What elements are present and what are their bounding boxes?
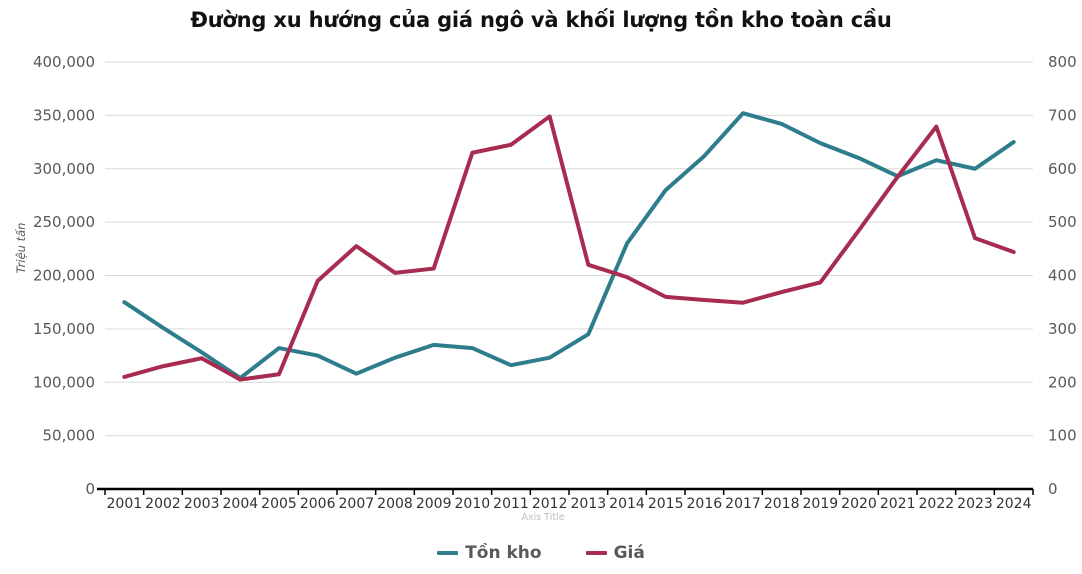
x-axis-title: Axis Title [521, 512, 564, 523]
x-tick-label: 2005 [261, 496, 297, 512]
y-left-tick-label: 50,000 [43, 427, 96, 445]
x-tick-label: 2020 [841, 496, 877, 512]
x-tick-label: 2023 [957, 496, 993, 512]
legend-label-ton-kho: Tồn kho [465, 543, 542, 563]
x-tick-label: 2009 [416, 496, 452, 512]
legend-label-gia: Giá [613, 543, 645, 563]
x-tick-label: 2007 [339, 496, 375, 512]
x-tick-label: 2019 [803, 496, 839, 512]
x-tick-label: 2011 [493, 496, 529, 512]
x-tick-label: 2021 [880, 496, 916, 512]
x-tick-label: 2017 [725, 496, 761, 512]
y-right-tick-label: 600 [1048, 160, 1077, 178]
chart-legend: Tồn kho Giá [0, 543, 1082, 563]
y-left-tick-label: 400,000 [33, 53, 95, 71]
y-right-tick-label: 800 [1048, 53, 1077, 71]
y-right-tick-label: 100 [1048, 427, 1077, 445]
legend-swatch-ton-kho [437, 551, 459, 555]
y-left-tick-label: 200,000 [33, 267, 95, 285]
y-left-tick-label: 0 [85, 480, 95, 498]
x-tick-label: 2016 [687, 496, 723, 512]
y-right-tick-label: 500 [1048, 213, 1077, 231]
y-left-axis-title: Triệu tấn [14, 223, 28, 274]
x-tick-label: 2006 [300, 496, 336, 512]
series-line-giá [122, 114, 1016, 382]
chart-title: Đường xu hướng của giá ngô và khối lượng… [190, 8, 892, 32]
legend-item-gia[interactable]: Giá [585, 543, 645, 563]
x-tick-label: 2024 [996, 496, 1032, 512]
y-right-tick-label: 400 [1048, 267, 1077, 285]
x-tick-label: 2013 [571, 496, 607, 512]
x-tick-label: 2014 [609, 496, 645, 512]
legend-swatch-gia [585, 551, 607, 555]
y-left-tick-label: 300,000 [33, 160, 95, 178]
y-right-tick-label: 200 [1048, 373, 1077, 391]
x-tick-label: 2018 [764, 496, 800, 512]
y-left-tick-label: 250,000 [33, 213, 95, 231]
x-tick-label: 2022 [919, 496, 955, 512]
x-tick-label: 2002 [145, 496, 181, 512]
x-tick-label: 2008 [377, 496, 413, 512]
y-left-tick-label: 100,000 [33, 373, 95, 391]
y-left-tick-label: 150,000 [33, 320, 95, 338]
x-tick-label: 2012 [532, 496, 568, 512]
series-line-tồn-kho [122, 111, 1016, 380]
y-right-tick-label: 300 [1048, 320, 1077, 338]
x-tick-label: 2004 [223, 496, 259, 512]
x-tick-label: 2015 [648, 496, 684, 512]
legend-item-ton-kho[interactable]: Tồn kho [437, 543, 542, 563]
y-left-tick-label: 350,000 [33, 106, 95, 124]
x-tick-label: 2003 [184, 496, 220, 512]
y-right-tick-label: 0 [1048, 480, 1058, 498]
x-tick-label: 2010 [455, 496, 491, 512]
x-tick-label: 2001 [107, 496, 143, 512]
y-right-tick-label: 700 [1048, 106, 1077, 124]
